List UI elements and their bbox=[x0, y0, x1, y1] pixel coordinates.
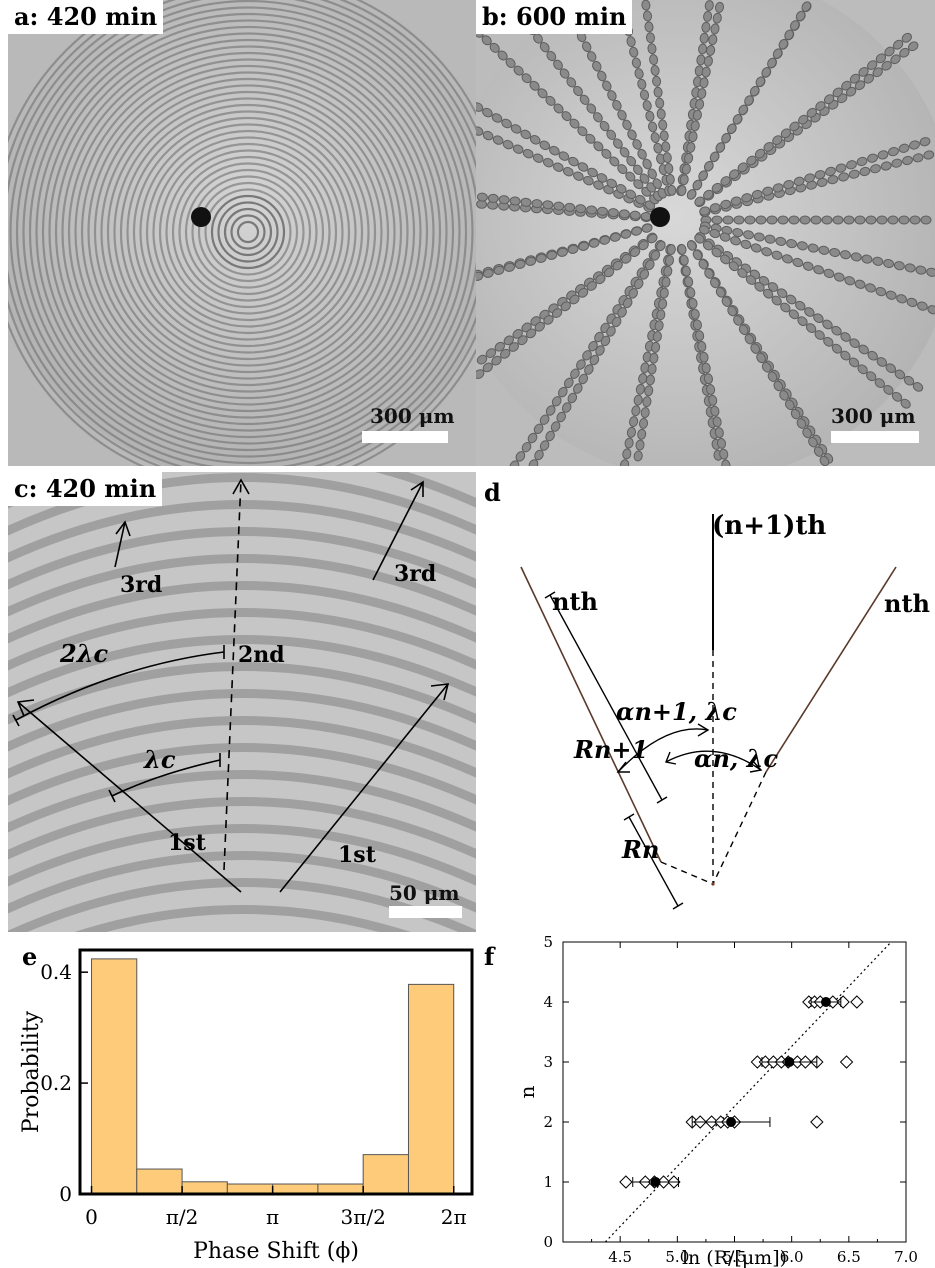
arc-lambda bbox=[111, 759, 221, 797]
label-alpha-n: αn, λc bbox=[694, 744, 778, 773]
label-1st-left: 1st bbox=[168, 830, 207, 856]
histogram-xtick-1: π/2 bbox=[166, 1205, 199, 1229]
raw-point-n4-5 bbox=[850, 995, 864, 1009]
scatter-ytick-0: 0 bbox=[543, 1233, 553, 1251]
panel-e: e 0 π/2 π 3π/2 2π 0 0.2 0.4 Phase Shift (ϕ) Pro… bbox=[0, 932, 476, 1268]
fit-line bbox=[604, 941, 892, 1243]
histogram-bar-1 bbox=[136, 1168, 183, 1195]
micrograph-b-image bbox=[476, 0, 935, 466]
panel-a-label: a: 420 min bbox=[8, 0, 164, 34]
label-R-n: Rn bbox=[621, 835, 659, 864]
scatter-xtick-3: 6.0 bbox=[780, 1248, 804, 1266]
label-n-plus-1-th: (n+1)th bbox=[712, 511, 826, 541]
arc-alpha-n-plus-1 bbox=[617, 728, 709, 773]
label-2nd: 2nd bbox=[238, 642, 285, 668]
label-nth-left: nth bbox=[552, 587, 598, 616]
label-3rd-left: 3rd bbox=[120, 572, 162, 598]
scatter-xtick-5: 7.0 bbox=[894, 1248, 918, 1266]
histogram-xtick-0: 0 bbox=[85, 1205, 98, 1229]
scatter-ylabel: n bbox=[515, 1085, 539, 1098]
arc-2lambda bbox=[15, 651, 225, 721]
panel-a-scale-text: 300 μm bbox=[370, 404, 455, 428]
raw-point-n2-6 bbox=[810, 1115, 824, 1129]
histogram-bar-7 bbox=[407, 983, 455, 1195]
scatter-ytick-3: 3 bbox=[543, 1053, 553, 1071]
panel-b-label: b: 600 min bbox=[476, 0, 633, 34]
arrow-3rd-left bbox=[114, 521, 126, 568]
panel-b-scale-bar bbox=[831, 431, 919, 443]
scatter-chart: 4.5 5.0 5.5 6.0 6.5 7.0 0 1 2 3 4 5 ln (R/[μm]) n bbox=[515, 933, 918, 1268]
histogram-ytick-0: 0 bbox=[59, 1182, 72, 1206]
raw-point-n4-4 bbox=[836, 995, 850, 1009]
panel-c-label: c: 420 min bbox=[8, 472, 163, 506]
panel-e-label: e bbox=[22, 942, 38, 971]
line-nth-left bbox=[520, 566, 662, 863]
label-nth-right: nth bbox=[884, 589, 930, 618]
arc-alpha-n bbox=[665, 750, 762, 771]
line-nth-right bbox=[765, 566, 897, 773]
panel-d: d (n+1)th nth nth αn+1 bbox=[476, 472, 935, 932]
label-3rd-right: 3rd bbox=[394, 561, 436, 587]
histogram-ytick-2: 0.4 bbox=[40, 960, 72, 984]
histogram-xtick-2: π bbox=[266, 1205, 279, 1229]
histogram-xtick-4: 2π bbox=[441, 1205, 467, 1229]
scatter-xtick-2: 5.5 bbox=[723, 1248, 747, 1266]
histogram-ylabel: Probability bbox=[19, 1010, 44, 1133]
panel-c: 3rd 3rd 2λc 2nd λc 1st 1st c: 420 min 50… bbox=[8, 472, 476, 932]
scatter-ytick-1: 1 bbox=[543, 1173, 553, 1191]
label-1st-right: 1st bbox=[338, 842, 377, 868]
arrow-1st-left bbox=[17, 701, 242, 893]
bar-R-n-plus-1 bbox=[549, 594, 663, 801]
mean-point-n2 bbox=[726, 1117, 737, 1127]
schematic-d: (n+1)th nth nth αn+1, λc αn, λc Rn+1 Rn bbox=[520, 511, 930, 910]
histogram-bar-0 bbox=[91, 958, 138, 1195]
histogram-bar-2 bbox=[181, 1181, 228, 1195]
micrograph-b bbox=[476, 0, 935, 466]
micrograph-a-image bbox=[8, 0, 476, 466]
micrograph-c-image: 3rd 3rd 2λc 2nd λc 1st 1st bbox=[8, 472, 476, 932]
panel-b-scale-text: 300 μm bbox=[831, 404, 916, 428]
mean-point-n3 bbox=[784, 1057, 795, 1067]
histogram-bar-6 bbox=[362, 1154, 409, 1195]
histogram-xtick-3: 3π/2 bbox=[341, 1205, 386, 1229]
histogram-xlabel: Phase Shift (ϕ) bbox=[193, 1239, 359, 1264]
bar-R-n bbox=[628, 816, 679, 907]
panel-f-label: f bbox=[484, 942, 495, 971]
panel-d-label: d bbox=[484, 478, 501, 507]
raw-point-n3-8 bbox=[839, 1055, 854, 1069]
label-lambda: λc bbox=[143, 745, 176, 774]
mean-point-n4 bbox=[820, 997, 831, 1007]
panel-c-scale-text: 50 μm bbox=[389, 881, 460, 905]
scatter-ytick-2: 2 bbox=[543, 1113, 553, 1131]
label-R-n-plus-1: Rn+1 bbox=[573, 735, 648, 764]
histogram-ytick-1: 0.2 bbox=[40, 1071, 72, 1095]
panel-c-scale-bar bbox=[389, 906, 462, 918]
scatter-ytick-5: 5 bbox=[543, 933, 553, 951]
label-alpha-n-plus-1: αn+1, λc bbox=[616, 697, 737, 726]
arrow-3rd-right bbox=[372, 481, 424, 581]
label-2lambda: 2λc bbox=[59, 639, 109, 668]
scatter-xtick-4: 6.5 bbox=[837, 1248, 861, 1266]
scatter-xtick-1: 5.0 bbox=[665, 1248, 689, 1266]
scatter-xtick-0: 4.5 bbox=[608, 1248, 632, 1266]
micrograph-a bbox=[8, 0, 476, 466]
arrow-1st-right bbox=[279, 683, 449, 893]
raw-point-n1-0 bbox=[619, 1175, 633, 1189]
panel-f: f 4.5 5.0 5.5 6.0 6.5 7.0 0 1 2 3 4 5 ln (R/[μm]) n bbox=[476, 932, 935, 1268]
arrow-dashed-center bbox=[223, 479, 242, 871]
panel-a-scale-bar bbox=[362, 431, 448, 443]
micrograph-c: 3rd 3rd 2λc 2nd λc 1st 1st bbox=[8, 472, 476, 932]
scatter-ytick-4: 4 bbox=[543, 993, 553, 1011]
panel-b: b: 600 min 300 μm bbox=[476, 0, 935, 466]
scatter-xlabel: ln (R/[μm]) bbox=[682, 1247, 787, 1268]
histogram-chart: 0 π/2 π 3π/2 2π 0 0.2 0.4 Phase Shift (ϕ) Proba… bbox=[19, 948, 474, 1264]
mean-point-n1 bbox=[650, 1177, 661, 1187]
panel-a: a: 420 min 300 μm bbox=[8, 0, 476, 466]
